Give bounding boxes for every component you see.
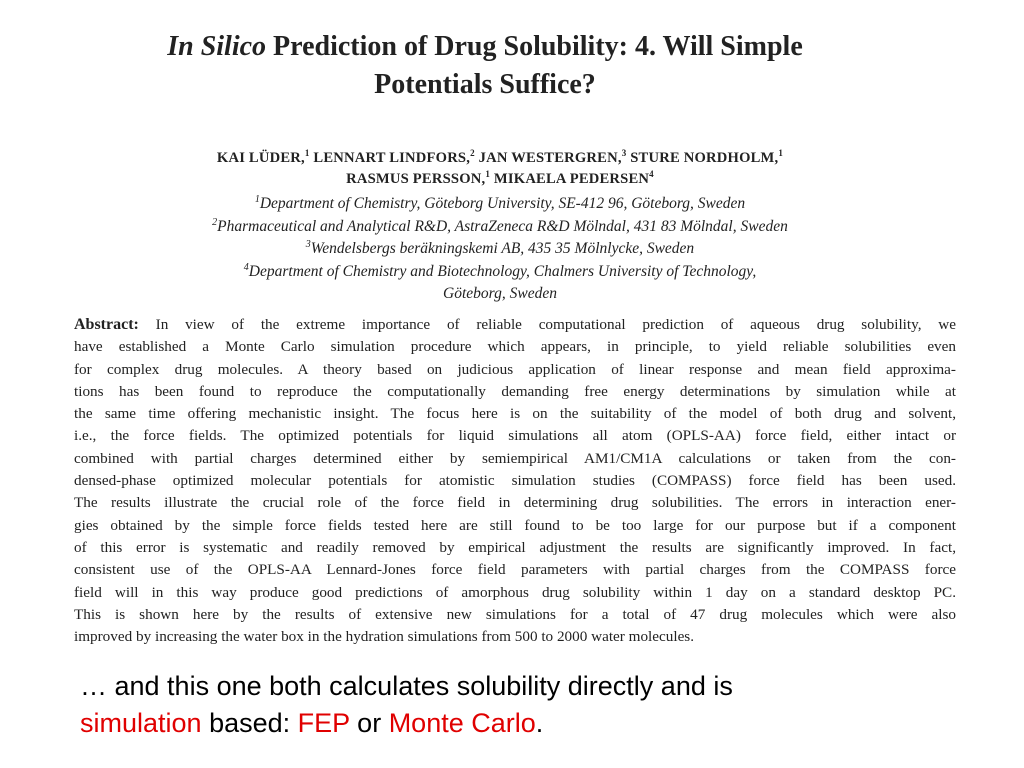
affiliation-mark: 3 [305, 238, 311, 250]
abstract-line: i.e., the force fields. The optimized po… [74, 427, 956, 445]
title-line-2: Potentials Suffice? [374, 69, 596, 100]
authors-line-1: KAI LÜDER,1 LENNART LINDFORS,2 JAN WESTE… [60, 148, 940, 169]
author: MIKAELA PEDERSEN [490, 171, 650, 187]
abstract: Abstract: In view of the extreme importa… [74, 314, 956, 648]
caption-text: based: [201, 708, 298, 738]
caption-text: or [349, 708, 389, 738]
abstract-label: Abstract: [74, 316, 139, 333]
affiliation: 3Wendelsbergs beräkningskemi AB, 435 35 … [60, 238, 940, 261]
abstract-line: consistent use of the OPLS-AA Lennard-Jo… [74, 561, 956, 579]
affiliation-text: Göteborg, Sweden [443, 285, 557, 302]
highlight-simulation: simulation [80, 708, 202, 738]
affiliation: 2Pharmaceutical and Analytical R&D, Astr… [60, 216, 940, 239]
caption-text: . [535, 708, 544, 738]
affiliation-text: Wendelsbergs beräkningskemi AB, 435 35 M… [310, 240, 695, 257]
title-line-1: In Silico Prediction of Drug Solubility:… [60, 28, 910, 66]
caption-line-2: simulation based: FEP or Monte Carlo. [80, 705, 980, 742]
abstract-line: gies obtained by the simple force fields… [74, 516, 956, 534]
paper-title: In Silico Prediction of Drug Solubility:… [60, 28, 910, 104]
author: LENNART LINDFORS, [309, 150, 471, 166]
affiliation-mark: 2 [212, 216, 218, 228]
caption-line-1: … and this one both calculates solubilit… [80, 671, 733, 701]
affiliations: 1Department of Chemistry, Göteborg Unive… [60, 193, 940, 306]
title-line-1-rest: Prediction of Drug Solubility: 4. Will S… [266, 31, 803, 62]
author-affil-mark: 1 [304, 148, 310, 159]
affiliation-text: Pharmaceutical and Analytical R&D, Astra… [217, 217, 788, 235]
affiliation: 1Department of Chemistry, Göteborg Unive… [60, 193, 940, 216]
abstract-line: have established a Monte Carlo simulatio… [74, 338, 956, 356]
abstract-line: The results illustrate the crucial role … [74, 494, 956, 512]
abstract-line: the same time offering mechanistic insig… [74, 405, 956, 423]
slide-caption: … and this one both calculates solubilit… [80, 668, 980, 742]
highlight-fep: FEP [297, 708, 350, 738]
title-italic: In Silico [167, 31, 267, 62]
author: JAN WESTERGREN, [474, 150, 622, 166]
abstract-line: densed-phase optimized molecular potenti… [74, 472, 956, 490]
author-affil-mark: 1 [485, 169, 491, 180]
abstract-line: This is shown here by the results of ext… [74, 605, 956, 623]
highlight-monte-carlo: Monte Carlo [388, 708, 536, 738]
affiliation-mark: 1 [254, 193, 260, 205]
author: RASMUS PERSSON, [346, 171, 486, 187]
affiliation: Göteborg, Sweden [60, 283, 940, 306]
abstract-line: combined with partial charges determined… [74, 449, 956, 467]
affiliation: 4Department of Chemistry and Biotechnolo… [60, 261, 940, 284]
abstract-line: for complex drug molecules. A theory bas… [74, 360, 956, 378]
author-affil-mark: 2 [470, 148, 475, 159]
affiliation-mark: 4 [243, 261, 249, 273]
author: STURE NORDHOLM, [626, 150, 779, 166]
author-affil-mark: 4 [649, 169, 654, 180]
abstract-line: tions has been found to reproduce the co… [74, 382, 956, 400]
abstract-line: Abstract: In view of the extreme importa… [74, 314, 956, 336]
author-list: KAI LÜDER,1 LENNART LINDFORS,2 JAN WESTE… [60, 148, 940, 190]
author-affil-mark: 1 [778, 148, 784, 159]
affiliation-text: Department of Chemistry and Biotechnolog… [248, 262, 757, 280]
author: KAI LÜDER, [216, 150, 305, 166]
abstract-line: of this error is systematic and readily … [74, 538, 956, 556]
abstract-line: improved by increasing the water box in … [74, 628, 695, 646]
authors-line-2: RASMUS PERSSON,1 MIKAELA PEDERSEN4 [60, 169, 940, 190]
abstract-text: In view of the extreme importance of rel… [138, 316, 956, 333]
affiliation-text: Department of Chemistry, Göteborg Univer… [259, 195, 746, 212]
abstract-line: field will in this way produce good pred… [74, 583, 956, 601]
author-affil-mark: 3 [621, 148, 627, 159]
